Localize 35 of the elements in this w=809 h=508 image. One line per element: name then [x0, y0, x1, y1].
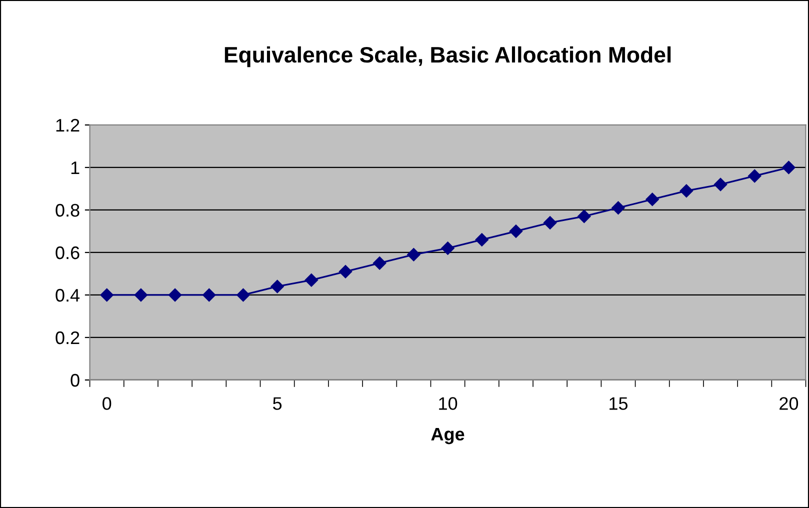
point [680, 184, 694, 198]
point [373, 256, 386, 270]
point [202, 288, 216, 302]
point [714, 178, 728, 192]
y-tick-label: 0.4 [56, 288, 80, 302]
point [236, 288, 250, 302]
x-tick-label: 15 [610, 397, 628, 410]
point [134, 288, 148, 302]
y-tick-label: 0.6 [56, 246, 80, 260]
x-tick-label: 20 [780, 397, 798, 410]
point [270, 280, 284, 294]
point [407, 248, 420, 262]
point [475, 233, 488, 246]
point [338, 265, 352, 278]
point [578, 210, 591, 223]
y-tick-label: 0 [70, 374, 80, 387]
point [509, 224, 523, 238]
point [441, 242, 454, 255]
y-tick-label: 1 [71, 162, 80, 174]
point [748, 169, 762, 183]
y-tick-label: 0.8 [56, 204, 80, 217]
point [782, 160, 796, 174]
point [304, 274, 318, 287]
x-tick-label: 10 [439, 397, 458, 410]
x-axis-title: Age [431, 428, 464, 444]
x-tick-label: 5 [273, 397, 282, 410]
point [612, 201, 625, 214]
point [646, 192, 659, 206]
x-tick-label: 0 [102, 397, 112, 410]
point [100, 288, 114, 302]
y-tick-label: 1.2 [56, 118, 80, 132]
y-tick-label: 0.2 [56, 331, 80, 344]
point [543, 216, 557, 230]
chart-title: Equivalence Scale, Basic Allocation Model [224, 46, 671, 68]
point [168, 288, 182, 302]
